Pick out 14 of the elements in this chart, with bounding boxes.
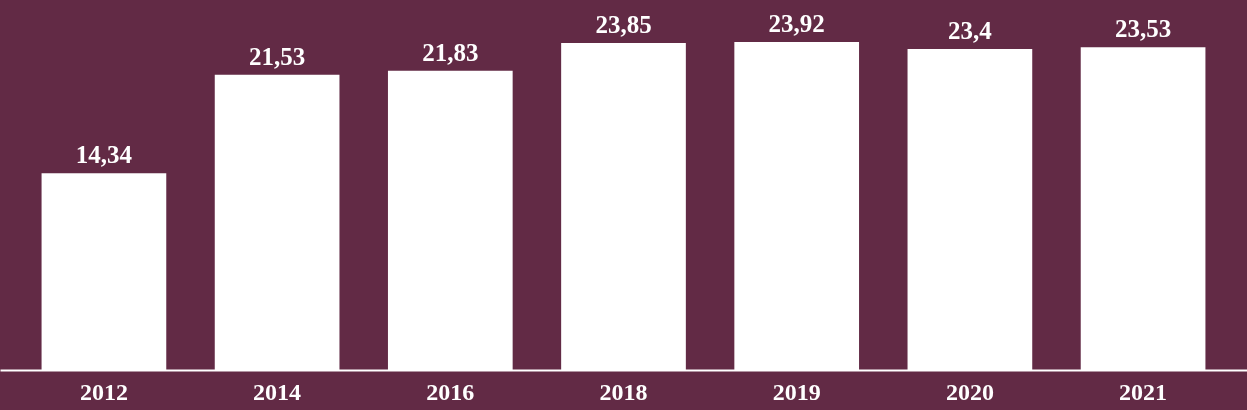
x-tick-label: 2020 [945, 378, 994, 405]
data-label: 23,85 [595, 10, 652, 38]
x-tick-label: 2021 [1119, 378, 1168, 405]
data-label: 23,4 [948, 17, 993, 45]
x-tick-label: 2019 [772, 378, 821, 405]
x-tick-label: 2012 [79, 378, 128, 405]
x-tick-label: 2016 [426, 378, 475, 405]
x-tick-label: 2014 [253, 378, 302, 405]
x-tick-label: 2018 [599, 378, 648, 405]
data-label: 14,34 [75, 141, 133, 169]
data-label: 23,92 [768, 9, 825, 37]
data-label: 21,53 [248, 42, 306, 70]
data-label: 23,53 [1114, 15, 1172, 43]
data-label: 21,83 [422, 38, 479, 66]
